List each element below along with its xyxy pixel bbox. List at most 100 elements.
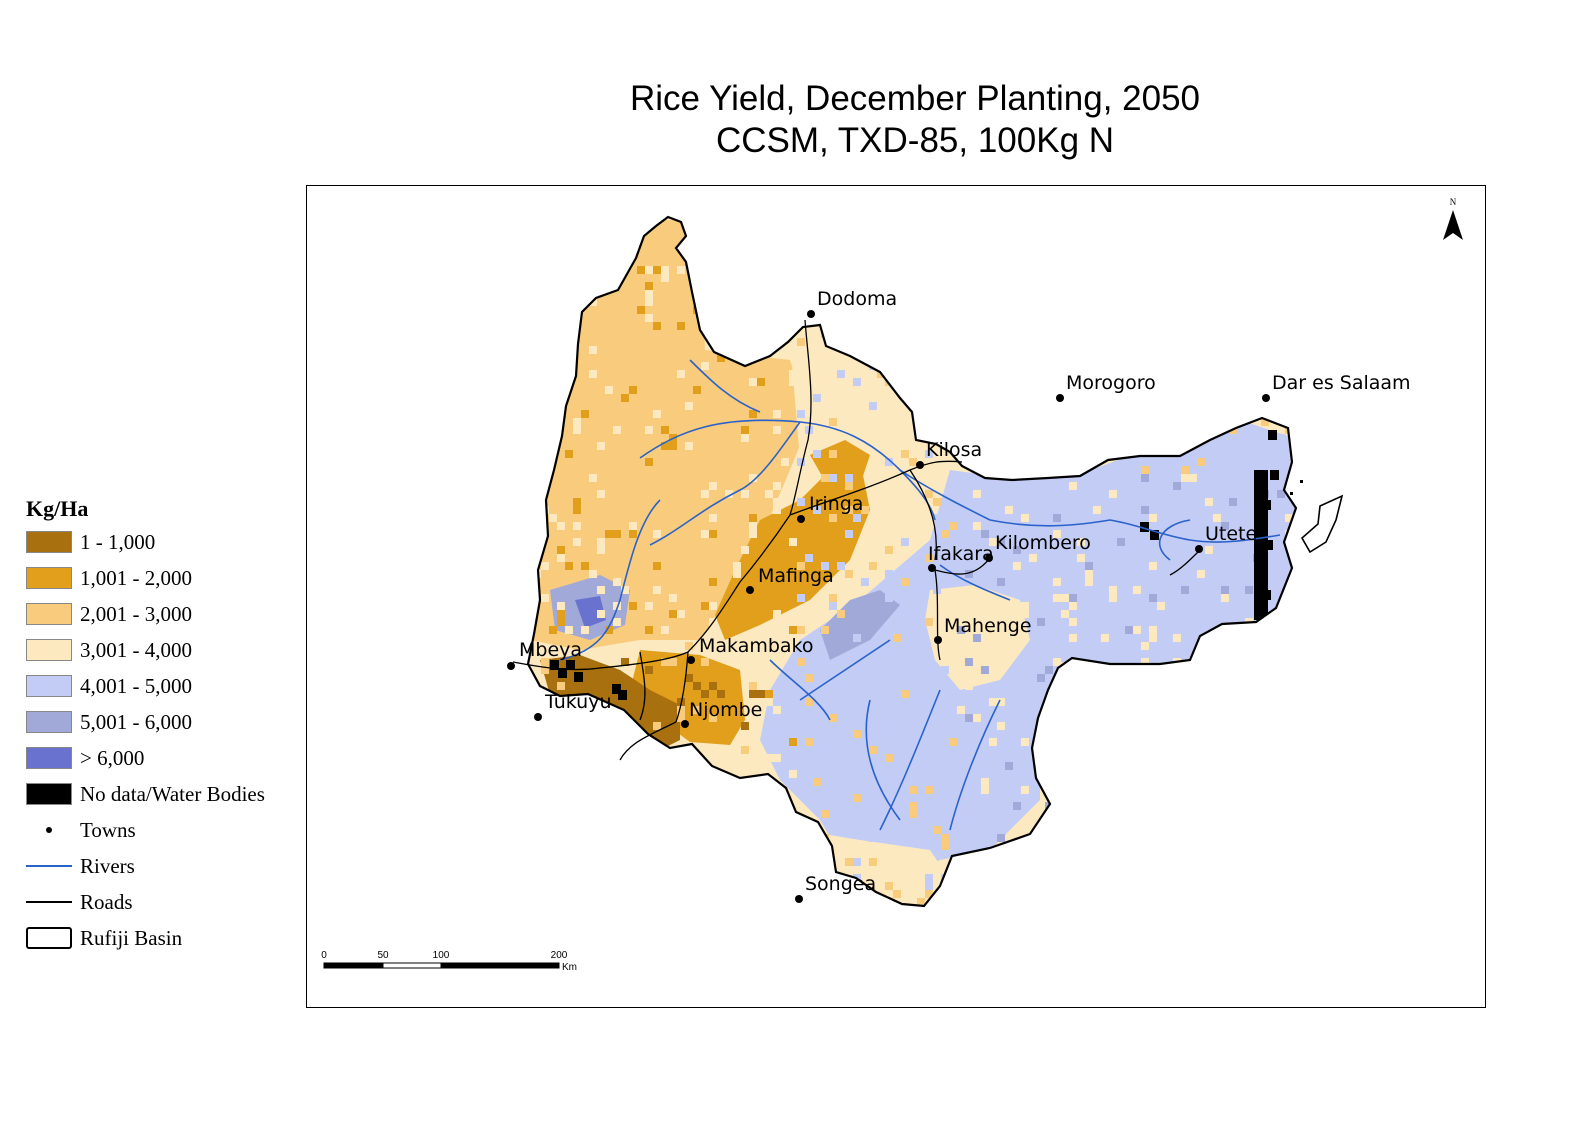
raster-cell xyxy=(597,546,605,554)
raster-cell xyxy=(1141,642,1149,650)
raster-cell xyxy=(773,842,781,850)
raster-cell xyxy=(861,578,869,586)
raster-cell xyxy=(781,274,789,282)
raster-cell xyxy=(1069,242,1077,250)
raster-cell xyxy=(637,266,645,274)
raster-cell xyxy=(677,610,685,618)
raster-cell xyxy=(645,266,653,274)
raster-cell xyxy=(701,490,709,498)
raster-cell xyxy=(1013,322,1021,330)
raster-cell xyxy=(709,714,717,722)
raster-cell xyxy=(1173,898,1181,906)
raster-cell xyxy=(1165,442,1173,450)
raster-cell xyxy=(973,522,981,530)
raster-cell xyxy=(869,746,877,754)
raster-cell xyxy=(1173,842,1181,850)
raster-cell xyxy=(557,554,565,562)
raster-cell xyxy=(621,394,629,402)
town-dot-icon xyxy=(1262,394,1270,402)
raster-cell xyxy=(629,218,637,226)
raster-cell xyxy=(1085,362,1093,370)
raster-cell xyxy=(997,538,1005,546)
raster-cell xyxy=(1245,882,1253,890)
town-label-makambako: Makambako xyxy=(699,635,814,657)
raster-cell xyxy=(853,514,861,522)
raster-cell xyxy=(925,618,933,626)
raster-cell xyxy=(1101,898,1109,906)
raster-cell xyxy=(629,530,637,538)
raster-cell xyxy=(1085,242,1093,250)
raster-cell xyxy=(661,874,669,882)
raster-cell xyxy=(1005,258,1013,266)
raster-cell xyxy=(613,426,621,434)
river xyxy=(799,639,891,701)
raster-cell xyxy=(1053,754,1061,762)
raster-cell xyxy=(1269,650,1277,658)
raster-cell xyxy=(1109,714,1117,722)
raster-cell xyxy=(1237,218,1245,226)
raster-cell xyxy=(1005,762,1013,770)
raster-cell xyxy=(573,498,581,506)
raster-cell xyxy=(925,882,933,890)
raster-cell xyxy=(1165,234,1173,242)
raster-cell xyxy=(981,530,989,538)
raster-cell xyxy=(557,602,565,610)
raster-cell xyxy=(1133,586,1141,594)
raster-cell xyxy=(1173,330,1181,338)
raster-cell xyxy=(781,458,789,466)
town-dot-icon xyxy=(46,827,52,833)
raster-cell xyxy=(829,514,837,522)
raster-cell xyxy=(1109,738,1117,746)
raster-cell xyxy=(1109,594,1117,602)
zone-3001-4000-south xyxy=(800,830,950,906)
raster-cell xyxy=(1141,658,1149,666)
legend-swatch xyxy=(26,567,72,589)
raster-cell xyxy=(653,410,661,418)
raster-cell xyxy=(1093,506,1101,514)
raster-cell xyxy=(749,410,757,418)
raster-cell xyxy=(597,234,605,242)
legend-rivers: Rivers xyxy=(26,852,135,888)
raster-cell xyxy=(1181,586,1189,594)
raster-cell xyxy=(1181,866,1189,874)
raster-cell xyxy=(981,666,989,674)
raster-cell xyxy=(1149,674,1157,682)
raster-cell xyxy=(1285,450,1293,458)
raster-cell xyxy=(1245,818,1253,826)
raster-cell xyxy=(1109,298,1117,306)
raster-cell xyxy=(1173,338,1181,346)
raster-cell xyxy=(528,586,533,594)
raster-cell xyxy=(528,538,533,546)
raster-cell xyxy=(661,426,669,434)
raster-cell xyxy=(717,354,725,362)
town-dot-icon xyxy=(681,720,689,728)
raster-cell xyxy=(709,602,717,610)
raster-cell xyxy=(1189,217,1197,218)
raster-cell xyxy=(861,234,869,242)
raster-cell xyxy=(741,266,749,274)
raster-cell xyxy=(1125,234,1133,242)
raster-cell xyxy=(589,370,597,378)
raster-cell xyxy=(541,306,549,314)
town-label-mbeya: Mbeya xyxy=(519,639,582,661)
raster-cell xyxy=(693,386,701,394)
raster-cell xyxy=(645,290,653,298)
legend-label: Roads xyxy=(80,890,133,914)
raster-cell xyxy=(805,850,813,858)
raster-cell xyxy=(893,322,901,330)
raster-cell xyxy=(973,490,981,498)
raster-cell xyxy=(797,626,805,634)
raster-cell xyxy=(629,778,637,786)
raster-cell xyxy=(997,217,1005,218)
raster-cell xyxy=(1205,298,1213,306)
raster-cell xyxy=(1045,314,1053,322)
raster-cell xyxy=(528,890,533,898)
raster-cell xyxy=(885,754,893,762)
raster-cell xyxy=(853,378,861,386)
raster-cell xyxy=(589,890,597,898)
raster-cell xyxy=(813,506,821,514)
raster-cell xyxy=(789,298,797,306)
raster-cell xyxy=(1269,850,1277,858)
raster-cell xyxy=(1277,282,1285,290)
road xyxy=(687,514,791,653)
